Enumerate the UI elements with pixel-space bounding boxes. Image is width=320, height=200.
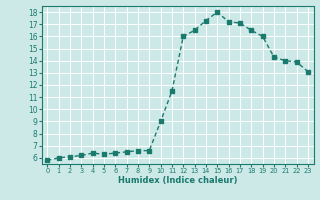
X-axis label: Humidex (Indice chaleur): Humidex (Indice chaleur) <box>118 176 237 185</box>
